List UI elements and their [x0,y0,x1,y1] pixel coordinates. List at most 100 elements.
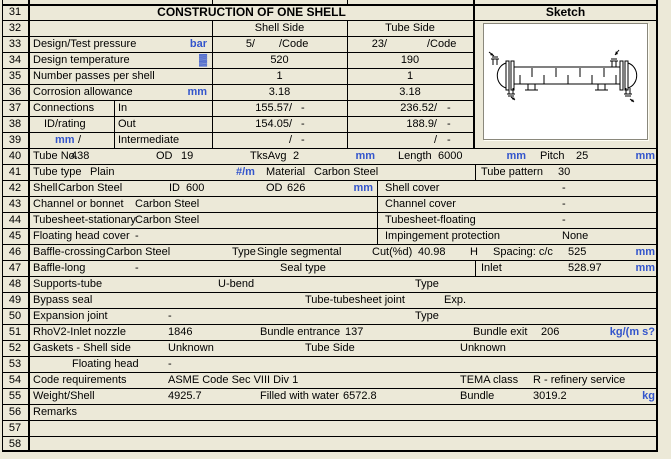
tube-od-label: OD [156,150,173,162]
baffle-crossing-material[interactable]: Carbon Steel [106,246,171,258]
row-number: 32 [8,22,22,34]
shell-id-value[interactable]: 600 [186,182,205,194]
grid-line [2,308,658,309]
tube-pattern-value[interactable]: 30 [558,166,571,178]
top-remnant-line [473,0,475,4]
tube-pressure-value[interactable]: 23/ [371,38,387,50]
weight-shell-value[interactable]: 4925.7 [168,390,202,402]
code-requirements-value[interactable]: ASME Code Sec VIII Div 1 [168,374,299,386]
tube-corrosion-value[interactable]: 3.18 [399,86,421,98]
channel-cover-value[interactable]: - [562,198,566,210]
gaskets-floating-head-value[interactable]: - [168,358,172,370]
gaskets-shell-value[interactable]: Unknown [168,342,214,354]
tube-conn-out-value[interactable]: 188.9/ [406,118,437,130]
shell-temperature-value[interactable]: 520 [270,54,289,66]
gaskets-tube-value[interactable]: Unknown [460,342,506,354]
tubesheet-stationary-value[interactable]: Carbon Steel [135,214,200,226]
row-number: 57 [8,422,22,434]
shell-side-header: Shell Side [254,22,305,34]
grid-line [2,420,658,421]
tube-type-value[interactable]: Plain [90,166,115,178]
corrosion-label: Corrosion allowance [33,86,133,98]
row-number: 45 [8,230,22,242]
shell-conn-int-value[interactable]: / [288,134,292,146]
bundle-exit-value[interactable]: 206 [541,326,560,338]
shell-conn-int-rating[interactable]: - [301,134,305,146]
row-number: 50 [8,310,22,322]
shell-cover-value[interactable]: - [562,182,566,194]
weight-bundle-value[interactable]: 3019.2 [533,390,567,402]
shell-conn-out-rating[interactable]: - [301,118,305,130]
tube-material-value[interactable]: Carbon Steel [314,166,379,178]
shell-unit: mm [353,182,373,194]
corrosion-unit: mm [187,86,207,98]
baffle-cut-value[interactable]: 40.98 [418,246,446,258]
grid-line [2,388,658,389]
filled-with-water-value[interactable]: 6572.8 [343,390,377,402]
shell-material-value[interactable]: Carbon Steel [58,182,123,194]
tube-tubesheet-joint-value[interactable]: Exp. [444,294,467,306]
shell-od-value[interactable]: 626 [287,182,306,194]
sketch-title: Sketch [545,5,586,19]
tube-passes-value[interactable]: 1 [406,70,414,82]
shell-passes-value[interactable]: 1 [276,70,283,82]
filled-with-water-label: Filled with water [260,390,339,402]
baffle-orientation-value[interactable]: H [470,246,478,258]
tube-od-value[interactable]: 19 [181,150,194,162]
tube-pitch-value[interactable]: 25 [576,150,589,162]
tube-conn-in-value[interactable]: 236.52/ [400,102,437,114]
tubesheet-stationary-label: Tubesheet-stationary [33,214,136,226]
temperature-unit-garbled-glyph: ▓ [198,54,207,66]
tube-conn-int-value[interactable]: / [433,134,437,146]
code-requirements-label: Code requirements [33,374,127,386]
bundle-entrance-value[interactable]: 137 [345,326,364,338]
channel-material-value[interactable]: Carbon Steel [135,198,200,210]
tube-pressure-code[interactable]: /Code [427,38,457,50]
row-number: 51 [8,326,22,338]
tubesheet-floating-value[interactable]: - [562,214,566,226]
rhov2-nozzle-value[interactable]: 1846 [168,326,193,338]
shell-corrosion-value[interactable]: 3.18 [268,86,291,98]
tube-tks-value[interactable]: 2 [293,150,300,162]
shell-conn-out-value[interactable]: 154.05/ [255,118,292,130]
baffle-long-value[interactable]: - [135,262,139,274]
tube-side-header: Tube Side [385,22,435,34]
baffle-spacing-label: Spacing: c/c [493,246,553,258]
shell-id-label: ID [169,182,180,194]
baffle-type-value[interactable]: Single segmental [257,246,342,258]
tube-conn-int-rating[interactable]: - [447,134,451,146]
grid-line [2,100,473,101]
shell-pressure-code[interactable]: /Code [279,38,309,50]
baffle-inlet-unit: mm [635,262,655,274]
grid-line [2,324,658,325]
tube-conn-out-rating[interactable]: - [447,118,451,130]
row-number: 40 [8,150,22,162]
tube-tubesheet-joint-label: Tube-tubesheet joint [305,294,405,306]
impingement-value[interactable]: None [562,230,589,242]
tube-temperature-value[interactable]: 190 [400,54,420,66]
baffle-inlet-value[interactable]: 528.97 [568,262,602,274]
tube-pitch-unit: mm [635,150,655,162]
shell-pressure-value[interactable]: 5/ [245,38,255,50]
table-border-bottom [2,450,658,452]
grid-line [377,180,378,244]
row-number: 34 [8,54,22,66]
connections-intermediate-label: Intermediate [118,134,180,146]
tube-length-unit: mm [506,150,526,162]
tema-class-value[interactable]: R - refinery service [533,374,626,386]
shell-conn-in-rating[interactable]: - [301,102,305,114]
floating-head-cover-value[interactable]: - [135,230,139,242]
expansion-joint-value[interactable]: - [168,310,172,322]
row-number: 43 [8,198,22,210]
design-pressure-label: Design/Test pressure [33,38,137,50]
supports-tube-value[interactable]: U-bend [218,278,255,290]
top-remnant-line [2,0,3,4]
shell-conn-in-value[interactable]: 155.57/ [255,102,292,114]
baffle-inlet-label: Inlet [481,262,502,274]
row-number: 47 [8,262,22,274]
tube-length-value[interactable]: 6000 [438,150,463,162]
tube-conn-in-rating[interactable]: - [447,102,451,114]
baffle-spacing-value[interactable]: 525 [568,246,587,258]
tube-no-value[interactable]: 438 [71,150,90,162]
tube-tks-unit: mm [355,150,375,162]
